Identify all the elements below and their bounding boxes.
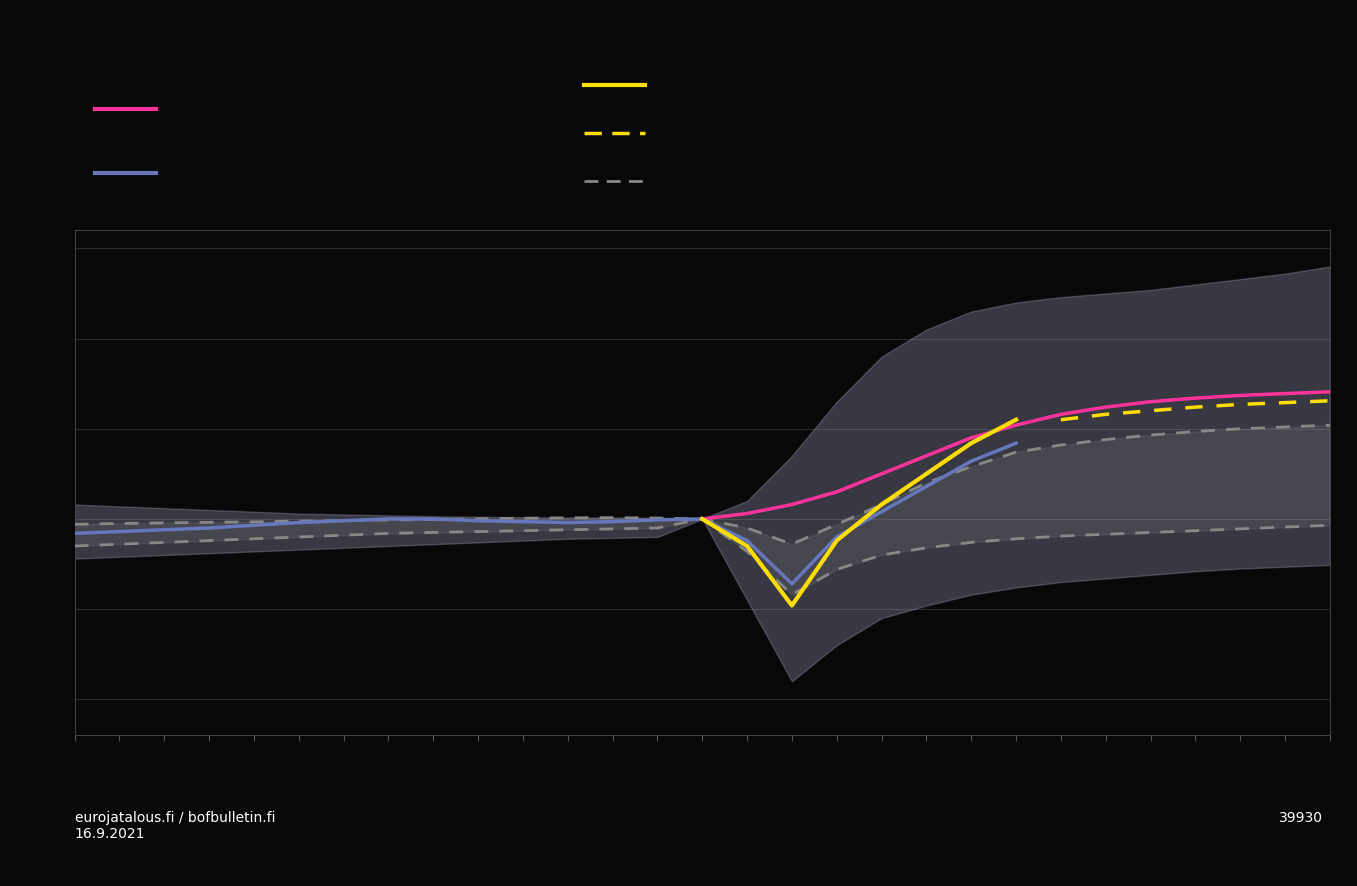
- Text: eurojatalous.fi / bofbulletin.fi
16.9.2021: eurojatalous.fi / bofbulletin.fi 16.9.20…: [75, 811, 275, 841]
- Text: 39930: 39930: [1280, 811, 1323, 825]
